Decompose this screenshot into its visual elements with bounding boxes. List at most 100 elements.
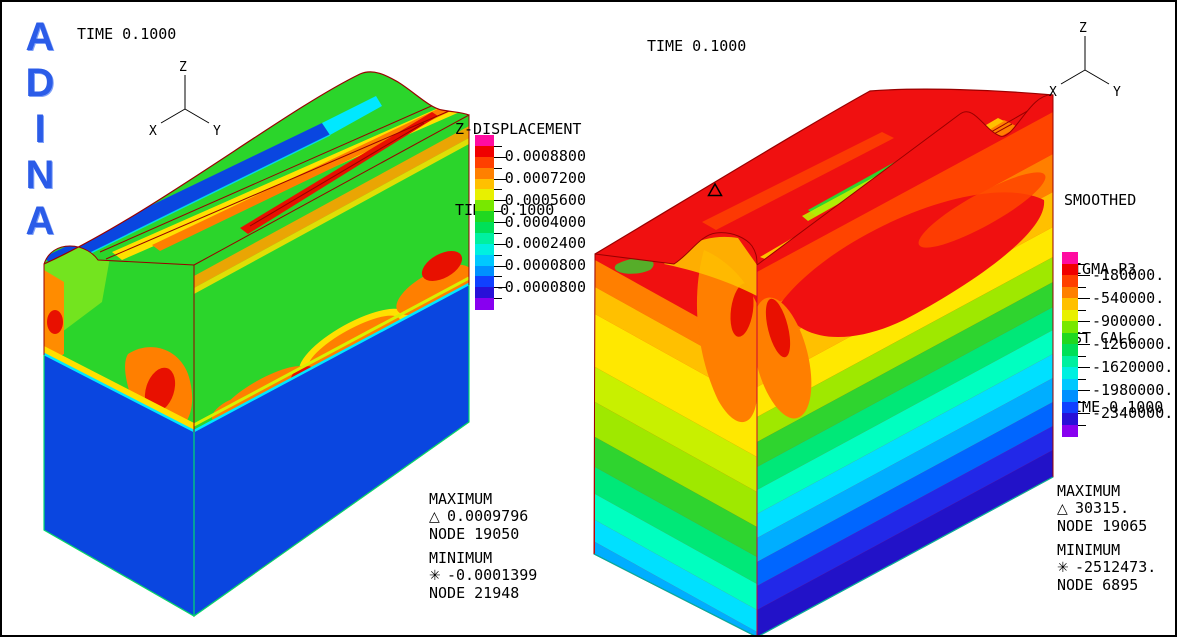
colorbar-segment <box>1062 355 1078 368</box>
left-legend-title-line: Z-DISPLACEMENT <box>455 120 582 138</box>
left-colorbar-label: 0.0002400 <box>504 234 586 252</box>
colorbar-tick <box>1078 355 1086 357</box>
logo-letter: A <box>25 15 55 59</box>
colorbar-segment <box>475 200 494 212</box>
left-colorbar-label: 0.0000800 <box>504 256 586 274</box>
maximum-value: 0.0009796 <box>447 507 529 525</box>
axis-y-label: Y <box>213 124 221 139</box>
colorbar-segment <box>1062 298 1078 310</box>
axis-z-label: Z <box>1079 21 1087 36</box>
left-stats-block: MAXIMUM △ 0.0009796 NODE 19050 MINIMUM ✳ -… <box>429 491 537 602</box>
triangle-max-icon: △ <box>1057 501 1068 517</box>
colorbar-segment <box>1062 344 1078 356</box>
right-colorbar-label: -2340000. <box>1092 404 1174 422</box>
colorbar-segment <box>1062 309 1078 322</box>
maximum-value-line: △ 0.0009796 <box>429 508 537 526</box>
colorbar-tick <box>1078 401 1086 403</box>
colorbar-tick <box>1078 286 1086 288</box>
colorbar-segment <box>1062 263 1078 276</box>
colorbar-tick <box>1078 390 1090 391</box>
maximum-value-line: △ 30315. <box>1057 500 1156 518</box>
right-colorbar <box>1062 252 1090 437</box>
minimum-node: NODE 21948 <box>429 584 520 602</box>
left-colorbar-label: 0.0008800 <box>504 147 586 165</box>
colorbar-tick <box>494 298 502 300</box>
colorbar-tick <box>1078 378 1086 380</box>
axis-y-label: Y <box>1113 85 1121 100</box>
logo-letter: N <box>25 153 55 197</box>
colorbar-tick <box>1078 367 1090 368</box>
colorbar-tick <box>1078 344 1090 345</box>
colorbar-segment <box>1062 378 1078 391</box>
colorbar-tick <box>1078 413 1090 414</box>
colorbar-tick <box>494 178 506 180</box>
maximum-node: NODE 19065 <box>1057 517 1148 535</box>
colorbar-segment <box>1062 424 1078 437</box>
colorbar-tick <box>494 189 502 191</box>
maximum-marker-icon <box>707 182 723 197</box>
colorbar-segment <box>475 167 494 179</box>
colorbar-tick <box>494 167 502 169</box>
left-colorbar-label: 0.0007200 <box>504 169 586 187</box>
axis-x-label: X <box>1049 85 1057 100</box>
colorbar-segment <box>475 145 494 158</box>
left-model <box>43 71 470 617</box>
maximum-label: MAXIMUM <box>1057 482 1121 500</box>
colorbar-segment <box>1062 367 1078 379</box>
minimum-label: MINIMUM <box>429 549 493 567</box>
colorbar-segment <box>475 243 494 256</box>
colorbar-segment <box>475 189 494 201</box>
right-stats-block: MAXIMUM △ 30315. NODE 19065 MINIMUM ✳ -251… <box>1057 483 1156 594</box>
colorbar-segment <box>475 232 494 245</box>
colorbar-tick <box>494 145 502 147</box>
logo-letter: A <box>25 199 55 243</box>
colorbar-segment <box>1062 332 1078 345</box>
left-colorbar-label: 0.0004000 <box>504 213 586 231</box>
minimum-value: -2512473. <box>1075 558 1157 576</box>
right-legend-title: SMOOTHED SIGMA-P3 RST CALC TIME 0.1000 <box>1064 143 1163 465</box>
colorbar-tick <box>494 232 502 234</box>
maximum-label: MAXIMUM <box>429 490 493 508</box>
colorbar-tick <box>1078 309 1086 311</box>
right-colorbar-label: -540000. <box>1092 289 1165 307</box>
maximum-value: 30315. <box>1075 499 1130 517</box>
colorbar-segment <box>475 211 494 223</box>
left-colorbar <box>475 135 506 310</box>
minimum-value: -0.0001399 <box>447 566 538 584</box>
colorbar-tick <box>494 265 506 267</box>
logo-letter: I <box>34 107 46 151</box>
colorbar-tick <box>494 222 506 223</box>
colorbar-segment <box>475 265 494 277</box>
colorbar-segment <box>1062 286 1078 299</box>
colorbar-segment <box>475 298 494 310</box>
minimum-label: MINIMUM <box>1057 541 1121 559</box>
colorbar-tick <box>494 276 502 278</box>
colorbar-tick <box>494 156 506 158</box>
star-min-icon: ✳ <box>429 568 441 584</box>
colorbar-tick <box>494 243 506 245</box>
colorbar-tick <box>494 200 506 202</box>
right-colorbar-label: -180000. <box>1092 266 1165 284</box>
colorbar-segment <box>1062 401 1078 414</box>
colorbar-segment <box>1062 252 1078 264</box>
maximum-node: NODE 19050 <box>429 525 520 543</box>
star-min-icon: ✳ <box>1057 560 1069 576</box>
minimum-node: NODE 6895 <box>1057 576 1139 594</box>
right-legend-title-line: SIGMA-P3 <box>1064 260 1137 278</box>
right-colorbar-label: -1260000. <box>1092 335 1174 353</box>
axis-x-label: X <box>149 124 157 139</box>
colorbar-segment <box>475 222 494 234</box>
colorbar-segment <box>475 287 494 299</box>
colorbar-segment <box>475 178 494 190</box>
colorbar-segment <box>475 135 494 147</box>
axis-z-label: Z <box>179 60 187 75</box>
colorbar-tick <box>1078 424 1086 426</box>
colorbar-tick <box>1078 263 1086 265</box>
minimum-value-line: ✳ -2512473. <box>1057 559 1156 577</box>
triangle-max-icon: △ <box>429 509 440 525</box>
colorbar-tick <box>494 211 502 213</box>
colorbar-tick <box>1078 332 1086 334</box>
colorbar-tick <box>1078 275 1090 276</box>
